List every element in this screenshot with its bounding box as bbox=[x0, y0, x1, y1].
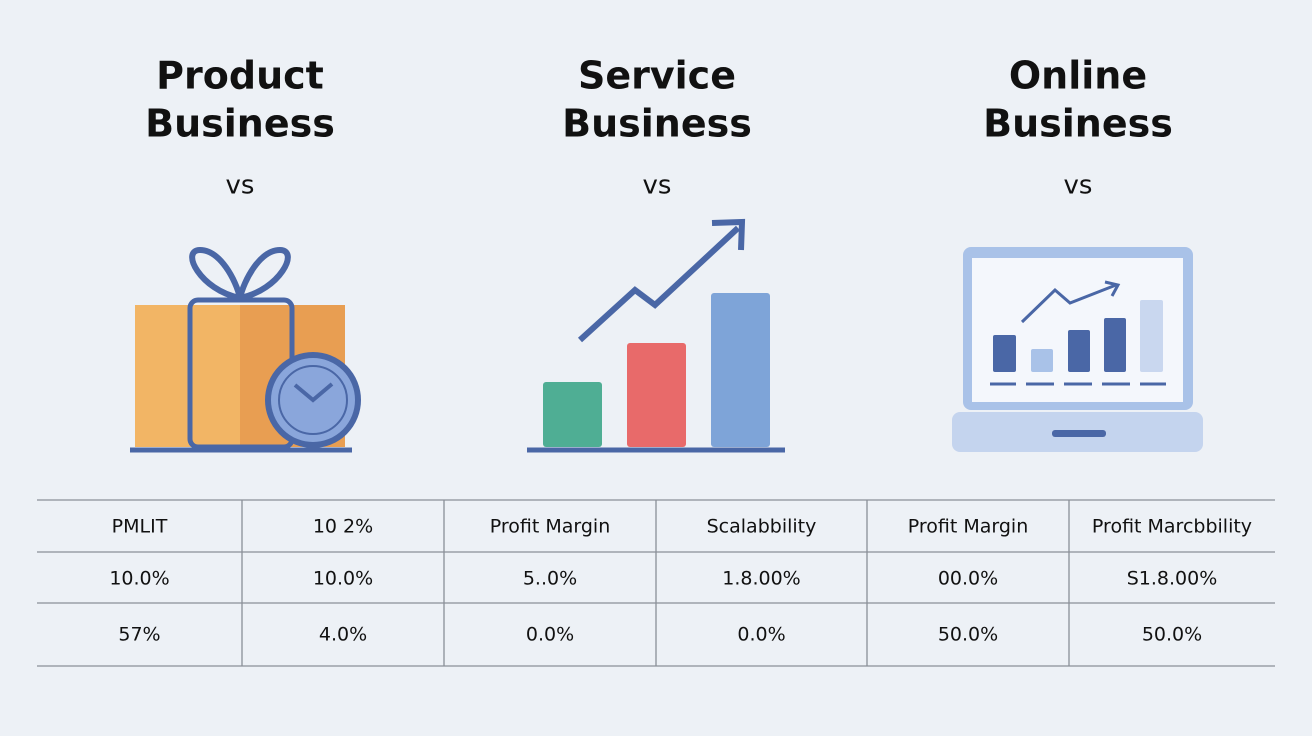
table-grid bbox=[37, 499, 1275, 667]
column-subtitle: vs bbox=[1064, 171, 1093, 201]
column-title: Business bbox=[562, 102, 752, 146]
service-icon bbox=[527, 218, 785, 453]
column-title: Product bbox=[156, 54, 324, 98]
table-cell: 0.0% bbox=[526, 624, 574, 646]
table-cell: Profit Margin bbox=[908, 516, 1029, 538]
product-icon bbox=[130, 246, 361, 453]
table-cell: 5..0% bbox=[523, 568, 577, 590]
table-cell: 0.0% bbox=[737, 624, 785, 646]
column-title: Service bbox=[578, 54, 736, 98]
table-cell: 57% bbox=[118, 624, 160, 646]
table-cell: 10.0% bbox=[109, 568, 169, 590]
column-title: Business bbox=[145, 102, 335, 146]
table-cell: Profit Marcbbility bbox=[1092, 516, 1252, 538]
table-cell: 4.0% bbox=[319, 624, 367, 646]
table-cell: 10 2% bbox=[313, 516, 373, 538]
online-icon bbox=[952, 247, 1203, 452]
column-subtitle: vs bbox=[226, 171, 255, 201]
table-cell: 10.0% bbox=[313, 568, 373, 590]
table-cell: Profit Margin bbox=[490, 516, 611, 538]
column-subtitle: vs bbox=[643, 171, 672, 201]
table-cell: S1.8.00% bbox=[1127, 568, 1218, 590]
table-cell: 50.0% bbox=[938, 624, 998, 646]
column-title: Online bbox=[1009, 54, 1147, 98]
table-cell: PMLIT bbox=[112, 516, 168, 538]
column-title: Business bbox=[983, 102, 1173, 146]
table-cell: Scalabbility bbox=[707, 516, 817, 538]
table-cell: 00.0% bbox=[938, 568, 998, 590]
table-cell: 50.0% bbox=[1142, 624, 1202, 646]
table-cell: 1.8.00% bbox=[722, 568, 801, 590]
